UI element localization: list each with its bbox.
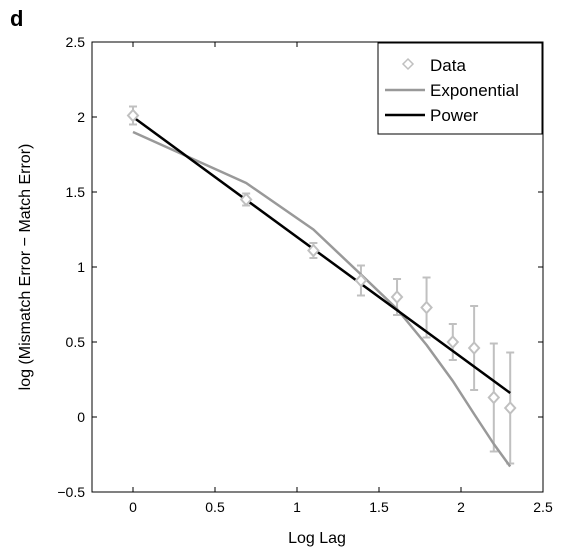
x-tick-label: 0 — [129, 499, 137, 515]
data-point — [390, 290, 404, 304]
fit-lines — [132, 115, 512, 468]
x-axis-label: Log Lag — [288, 530, 346, 547]
data-point — [503, 401, 517, 415]
y-tick-label: −0.5 — [57, 484, 85, 500]
data-point — [354, 273, 368, 288]
data-markers — [126, 108, 517, 415]
x-tick-label: 1.5 — [369, 499, 389, 515]
y-axis-ticks: −0.5 0 0.5 1 1.5 2 2.5 — [57, 34, 543, 500]
data-point — [420, 300, 433, 315]
legend-label-exponential: Exponential — [430, 81, 519, 100]
series-line-exponential — [132, 130, 512, 468]
x-tick-label: 1 — [293, 499, 301, 515]
legend-marker-data — [401, 57, 415, 71]
y-tick-label: 2 — [77, 109, 85, 125]
y-axis-label: log (Mismatch Error − Match Error) — [17, 144, 34, 391]
data-point — [307, 243, 320, 258]
legend-label-data: Data — [430, 56, 466, 75]
panel-letter: d — [10, 6, 23, 31]
data-point — [467, 341, 481, 355]
y-tick-label: 2.5 — [66, 34, 86, 50]
legend-box — [377, 42, 543, 135]
data-point — [239, 192, 253, 207]
x-tick-label: 0.5 — [205, 499, 225, 515]
legend-label-power: Power — [430, 106, 479, 125]
x-tick-label: 2.5 — [533, 499, 553, 515]
x-tick-label: 2 — [457, 499, 465, 515]
data-point — [487, 390, 501, 405]
legend: Data Exponential Power — [377, 42, 543, 135]
data-point — [126, 108, 140, 123]
data-point — [446, 335, 460, 349]
y-tick-label: 1 — [77, 259, 85, 275]
y-tick-label: 0 — [77, 409, 85, 425]
series-line-power — [132, 115, 511, 395]
y-tick-label: 1.5 — [66, 184, 86, 200]
y-tick-label: 0.5 — [66, 334, 86, 350]
error-bars — [129, 105, 515, 465]
